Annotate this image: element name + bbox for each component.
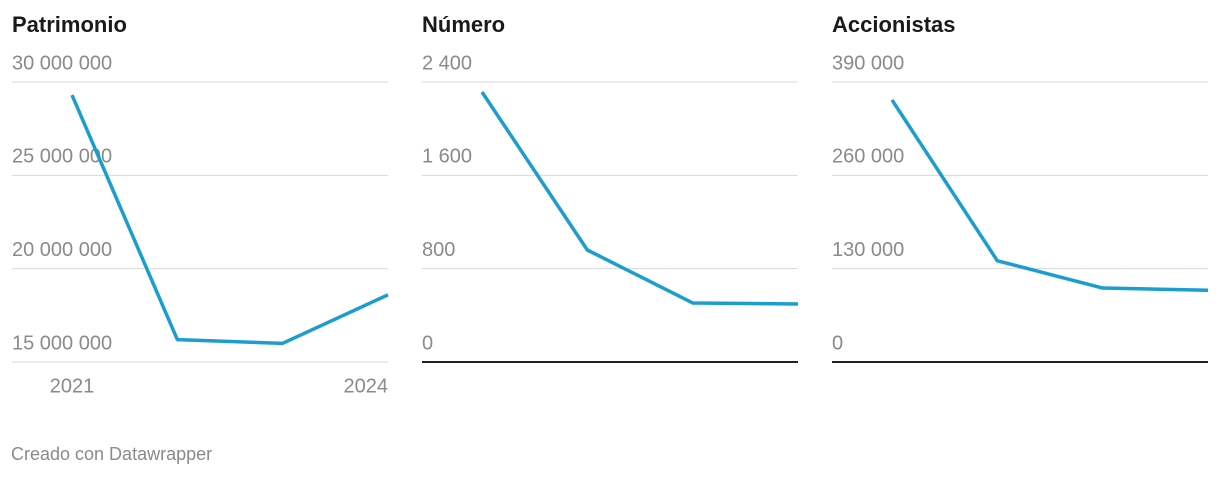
y-tick-label: 800 (422, 239, 455, 261)
y-tick-label: 260 000 (832, 146, 904, 168)
panel-title: Accionistas (832, 12, 956, 37)
y-tick-label: 2 400 (422, 52, 472, 74)
y-tick-label: 0 (832, 332, 843, 354)
panel-title: Patrimonio (12, 12, 127, 37)
y-tick-label: 0 (422, 332, 433, 354)
panel: Número 0 800 1 600 2 400 (422, 12, 799, 363)
line (890, 98, 1209, 292)
credit: Creado con Datawrapper (11, 444, 212, 464)
panel: Patrimonio 15 000 000 20 000 000 25 000 000… (12, 12, 389, 397)
line (480, 91, 799, 306)
line (70, 94, 389, 346)
y-tick-label: 30 000 000 (12, 52, 112, 74)
y-tick-label: 15 000 000 (12, 332, 112, 354)
panel: Accionistas 0 130 000 260 000 390 000 (832, 12, 1209, 363)
panel-title: Número (422, 12, 505, 37)
y-tick-label: 1 600 (422, 146, 472, 168)
y-tick-label: 25 000 000 (12, 146, 112, 168)
y-tick-label: 390 000 (832, 52, 904, 74)
x-tick-label: 2021 (50, 375, 95, 397)
y-tick-label: 20 000 000 (12, 239, 112, 261)
y-tick-label: 130 000 (832, 239, 904, 261)
x-tick-label: 2024 (344, 375, 389, 397)
